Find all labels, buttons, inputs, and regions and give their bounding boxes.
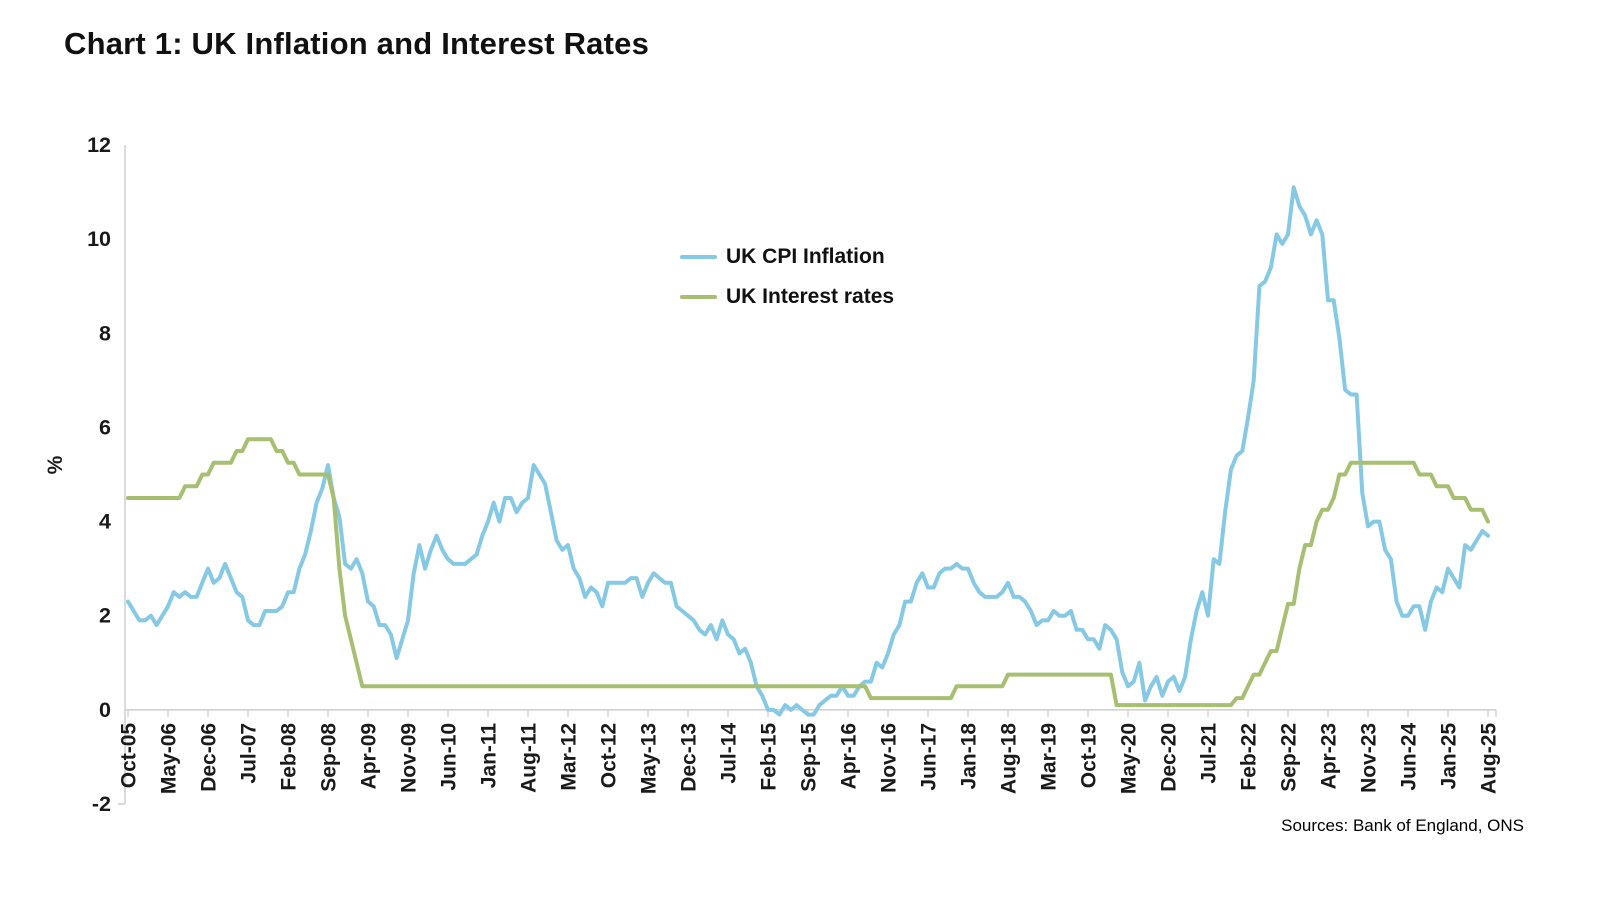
y-tick-label: 6 [99, 415, 111, 439]
y-axis-title: % [44, 455, 67, 474]
x-tick-label: Oct-19 [1078, 723, 1101, 788]
x-tick-label: Oct-05 [118, 723, 141, 789]
cpi-legend-label: UK CPI Inflation [726, 245, 885, 268]
x-tick-label: Feb-22 [1238, 723, 1261, 791]
x-tick-label: Apr-09 [358, 723, 381, 790]
interest-rates-line-swatch [680, 295, 717, 299]
legend-item-cpi: UK CPI Inflation [680, 243, 894, 271]
x-tick-label: Sep-22 [1278, 723, 1301, 792]
x-tick-label: Jun-24 [1398, 723, 1421, 791]
x-tick-label: Feb-15 [758, 723, 781, 791]
legend: UK CPI Inflation UK Interest rates [680, 243, 894, 311]
y-tick-label: -2 [92, 792, 111, 816]
x-tick-label: Sep-08 [318, 723, 341, 792]
cpi-inflation-line [126, 185, 1490, 717]
y-tick-label: 10 [87, 227, 111, 251]
x-tick-label: Jan-18 [958, 723, 981, 790]
x-tick-label: May-20 [1118, 723, 1141, 794]
x-tick-label: Apr-16 [838, 723, 861, 790]
x-tick-label: Nov-16 [878, 723, 901, 793]
x-tick-label: Nov-23 [1358, 723, 1381, 793]
x-tick-label: Oct-12 [598, 723, 621, 788]
chart-title: Chart 1: UK Inflation and Interest Rates [64, 26, 650, 61]
x-tick-label: Jun-10 [438, 723, 461, 791]
x-tick-label: Mar-19 [1038, 723, 1061, 791]
x-tick-label: Feb-08 [278, 723, 301, 791]
x-tick-label: May-06 [158, 723, 181, 794]
y-tick-label: 2 [99, 604, 111, 628]
y-tick-label: 12 [87, 133, 111, 157]
x-tick-label: Jul-14 [718, 723, 741, 784]
x-tick-label: Aug-18 [998, 723, 1021, 794]
x-tick-label: Jun-17 [918, 723, 941, 791]
x-tick-label: Dec-20 [1158, 723, 1181, 792]
x-tick-label: Mar-12 [558, 723, 581, 791]
sources-note: Sources: Bank of England, ONS [1281, 816, 1524, 835]
x-tick-label: Dec-06 [198, 723, 221, 792]
x-tick-label: Jul-21 [1198, 723, 1221, 784]
x-tick-label: Aug-11 [518, 723, 541, 793]
x-tick-label: Jul-07 [238, 723, 261, 784]
y-tick-label: 8 [99, 321, 111, 345]
x-tick-label: Apr-23 [1318, 723, 1341, 790]
y-tick-label: 4 [99, 510, 111, 534]
x-tick-label: Dec-13 [678, 723, 701, 792]
cpi-line-swatch [680, 255, 717, 259]
legend-item-interest-rates: UK Interest rates [680, 283, 894, 311]
x-tick-label: Sep-15 [798, 723, 821, 792]
interest-rates-line [126, 437, 1490, 708]
x-tick-label: May-13 [638, 723, 661, 794]
y-tick-label: 0 [99, 698, 111, 722]
x-tick-label: Jan-25 [1438, 723, 1461, 790]
x-tick-label: Nov-09 [398, 723, 421, 793]
x-tick-label: Jan-11 [478, 723, 501, 789]
interest-rates-legend-label: UK Interest rates [726, 285, 895, 308]
x-tick-label: Aug-25 [1478, 723, 1501, 794]
